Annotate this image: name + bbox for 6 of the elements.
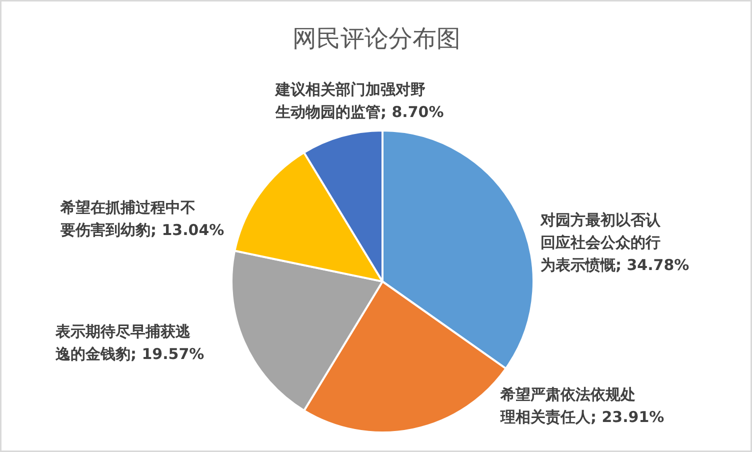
slice-label: 希望在抓捕过程中不要伤害到幼豹; 13.04%	[60, 198, 224, 239]
slice-label: 对园方最初以否认回应社会公众的行为表示愤慨; 34.78%	[540, 211, 690, 274]
slice-label: 希望严肃依法依规处理相关责任人; 23.91%	[500, 385, 664, 426]
chart-title: 网民评论分布图	[292, 24, 460, 52]
slice-label: 建议相关部门加强对野生动物园的监管; 8.70%	[274, 80, 444, 121]
slice-label: 表示期待尽早捕获逃逸的金钱豹; 19.57%	[54, 322, 204, 363]
